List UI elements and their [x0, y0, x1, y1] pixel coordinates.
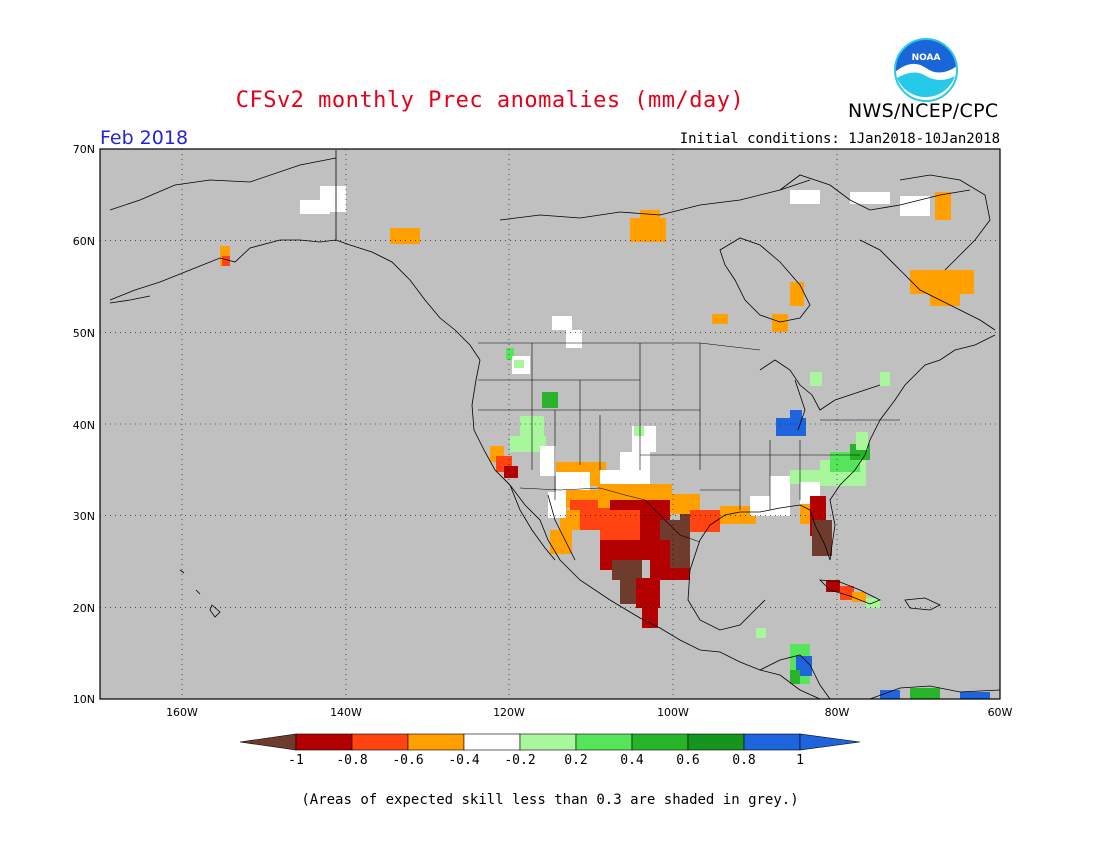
anomaly-cell: [852, 592, 866, 602]
legend-tick-label: -0.4: [448, 753, 479, 768]
anomaly-cell: [670, 494, 700, 514]
legend-tick-label: 0.8: [732, 753, 755, 768]
legend-arrow-low: [239, 733, 297, 751]
anomaly-cell: [776, 418, 806, 436]
anomaly-cell: [790, 670, 800, 684]
lon-label: 80W: [825, 706, 850, 719]
legend-tick-label: -0.8: [336, 753, 367, 768]
anomaly-cell: [222, 256, 230, 266]
legend-arrow-high: [799, 733, 861, 751]
graticule: [100, 149, 1000, 699]
anomaly-cell: [514, 360, 524, 368]
anomaly-cell: [620, 452, 650, 474]
anomaly-cell: [550, 530, 572, 554]
anomaly-cells: [220, 186, 990, 699]
lat-label: 60N: [73, 235, 95, 248]
legend-tick-label: 0.6: [676, 753, 699, 768]
forecast-period: Feb 2018: [100, 127, 189, 149]
anomaly-cell: [770, 476, 790, 504]
lat-label: 10N: [73, 693, 95, 706]
anomaly-cell: [542, 392, 558, 408]
lon-label: 120W: [493, 706, 525, 719]
anomaly-cell: [634, 426, 644, 436]
svg-text:NOAA: NOAA: [912, 53, 941, 63]
legend-tick-label: 1: [796, 753, 804, 768]
anomaly-cell: [790, 470, 820, 484]
anomaly-cell: [642, 600, 658, 628]
anomaly-cell: [670, 540, 690, 568]
legend-tick-label: -0.6: [392, 753, 423, 768]
lat-label: 40N: [73, 419, 95, 432]
anomaly-cell: [790, 410, 802, 422]
legend-tick-label: -1: [288, 753, 304, 768]
anomaly-cell: [960, 692, 990, 699]
anomaly-cell: [540, 446, 556, 476]
legend-swatch: [575, 733, 633, 751]
anomaly-cell: [552, 316, 572, 330]
legend-tick-label: 0.2: [564, 753, 587, 768]
legend-swatch: [351, 733, 409, 751]
anomaly-cell: [900, 196, 930, 216]
lat-label: 70N: [73, 143, 95, 156]
anomaly-cell: [840, 586, 854, 600]
initial-conditions: Initial conditions: 1Jan2018-10Jan2018: [679, 131, 1000, 147]
state-borders: [478, 342, 900, 543]
anomaly-cell: [320, 186, 346, 212]
legend-swatch: [463, 733, 521, 751]
coastlines: [109, 150, 1001, 700]
skill-footnote: (Areas of expected skill less than 0.3 a…: [301, 792, 799, 808]
anomaly-cell: [712, 314, 728, 324]
anomaly-cell: [930, 290, 960, 306]
legend-tick-label: 0.4: [620, 753, 644, 768]
anomaly-cell: [640, 210, 660, 222]
anomaly-cell: [756, 628, 766, 638]
anomaly-cell: [850, 192, 890, 204]
anomaly-cell: [612, 560, 642, 580]
anomaly-cell: [504, 466, 518, 478]
lon-label: 60W: [988, 706, 1013, 719]
anomaly-cell: [935, 192, 951, 220]
legend-swatch: [407, 733, 465, 751]
anomaly-cell: [856, 432, 868, 450]
longitude-labels: 160W 140W 120W 100W 80W 60W: [166, 706, 1012, 719]
legend-swatch: [519, 733, 577, 751]
anomaly-cell: [810, 372, 822, 386]
anomaly-cell: [620, 580, 640, 604]
lat-label: 20N: [73, 602, 95, 615]
legend-tick-label: -0.2: [504, 753, 535, 768]
anomaly-cell: [720, 506, 756, 524]
anomaly-cell: [910, 688, 940, 699]
map-frame: [99, 148, 1001, 700]
anomaly-cell: [880, 690, 900, 699]
legend-swatch: [631, 733, 689, 751]
anomaly-cell: [600, 510, 640, 540]
agency-label: NWS/NCEP/CPC: [848, 100, 999, 122]
anomaly-cell: [790, 282, 804, 306]
lat-label: 50N: [73, 327, 95, 340]
lon-label: 100W: [657, 706, 689, 719]
noaa-logo: NOAA: [894, 38, 958, 103]
map-title: CFSv2 monthly Prec anomalies (mm/day): [235, 88, 745, 113]
anomaly-cell: [510, 436, 546, 452]
anomaly-cell: [880, 372, 890, 386]
latitude-labels: 70N 60N 50N 40N 30N 20N 10N: [73, 143, 95, 706]
legend-swatch: [295, 733, 353, 751]
anomaly-cell: [566, 330, 582, 348]
anomaly-cell: [690, 510, 720, 532]
anomaly-cell: [506, 348, 514, 360]
lat-label: 30N: [73, 510, 95, 523]
legend-swatch: [687, 733, 745, 751]
anomaly-cell: [790, 190, 820, 204]
anomaly-cell: [390, 228, 420, 244]
legend-swatch: [743, 733, 801, 751]
lon-label: 140W: [330, 706, 362, 719]
lon-label: 160W: [166, 706, 198, 719]
color-legend: -1 -0.8 -0.6 -0.4 -0.2 0.2 0.4 0.6 0.8 1: [239, 733, 861, 768]
anomaly-cell: [772, 314, 788, 332]
